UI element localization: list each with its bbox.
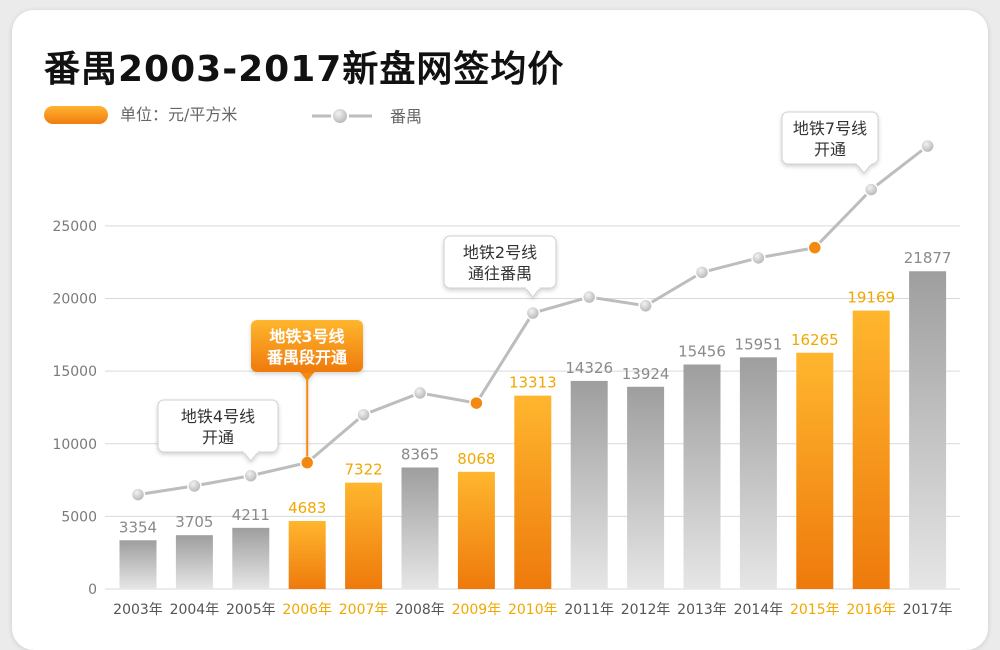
x-tick-label: 2013年: [677, 602, 727, 618]
annotation-box: [251, 320, 363, 372]
bar-value-label: 8365: [401, 446, 439, 464]
annotation-seam: [857, 162, 871, 165]
line-point: [863, 182, 879, 197]
annotation-text: 开通: [814, 140, 846, 159]
bar-value-label: 15951: [735, 335, 783, 353]
y-tick-label: 0: [88, 582, 97, 598]
x-tick-label: 2009年: [452, 602, 502, 618]
bar-value-label: 4211: [232, 506, 270, 524]
line-point: [694, 265, 710, 280]
y-tick-label: 25000: [52, 219, 97, 235]
bar-value-label: 16265: [791, 331, 839, 349]
line-point: [638, 298, 653, 314]
bar: [627, 386, 665, 589]
x-tick-label: 2008年: [395, 602, 445, 618]
bar-value-label: 14326: [565, 359, 613, 377]
annotation-text: 地铁2号线: [463, 243, 537, 262]
bar: [796, 352, 834, 589]
x-tick-label: 2012年: [621, 602, 671, 618]
legend-bar-swatch: [44, 106, 108, 124]
annotation-tail: [299, 371, 316, 381]
annotation-text: 地铁7号线: [793, 119, 867, 138]
annotation-text: 地铁4号线: [181, 407, 255, 426]
line-point: [469, 395, 484, 411]
x-tick-label: 2005年: [226, 602, 276, 618]
line-point: [807, 240, 823, 255]
bar-value-label: 3354: [119, 518, 157, 536]
line-point: [525, 305, 541, 321]
annotation-seam: [525, 286, 540, 289]
x-tick-label: 2015年: [790, 602, 840, 618]
legend-unit-label: 单位：元/平方米: [120, 105, 238, 124]
annotation-text: 通往番禺: [468, 264, 532, 283]
line-point: [751, 250, 766, 266]
line-point: [412, 385, 428, 401]
x-tick-label: 2004年: [170, 602, 220, 618]
bar: [570, 380, 608, 589]
x-tick-label: 2016年: [846, 602, 896, 618]
bar: [909, 271, 947, 589]
annotation-seam: [243, 450, 258, 453]
bar: [683, 364, 721, 589]
bar-value-label: 7322: [345, 461, 383, 479]
x-tick-label: 2007年: [339, 602, 389, 618]
bar-value-label: 15456: [678, 343, 726, 361]
x-tick-label: 2010年: [508, 602, 558, 618]
annotation-seam: [300, 370, 315, 373]
x-tick-label: 2017年: [903, 602, 953, 618]
bar-value-label: 3705: [175, 513, 213, 531]
line-point: [130, 487, 146, 502]
x-tick-label: 2003年: [113, 602, 163, 618]
legend-line-symbol: [312, 107, 372, 125]
annotation-box: [443, 235, 557, 289]
annotation-text: 番禺段开通: [266, 348, 347, 367]
chart-title: 番禺2003-2017新盘网签均价: [44, 49, 565, 90]
y-tick-label: 15000: [52, 364, 97, 380]
y-tick-label: 5000: [61, 509, 97, 525]
line-point: [581, 289, 597, 305]
bar: [852, 310, 890, 589]
bar-value-label: 4683: [288, 499, 326, 517]
bar-value-label: 13313: [509, 374, 557, 392]
bar-value-label: 21877: [904, 249, 952, 267]
bar: [457, 471, 495, 589]
bar-value-label: 13924: [622, 365, 670, 383]
bar-value-label: 19169: [847, 289, 895, 307]
y-tick-label: 20000: [52, 292, 97, 308]
bar: [345, 482, 383, 589]
legend-line-label: 番禺: [390, 107, 422, 126]
bar: [514, 395, 552, 589]
annotation-text: 地铁3号线: [269, 327, 344, 346]
line-point: [920, 138, 935, 154]
bar: [401, 467, 439, 589]
x-tick-label: 2014年: [734, 602, 784, 618]
bar: [288, 520, 326, 589]
x-tick-label: 2011年: [564, 602, 614, 618]
line-point: [243, 468, 259, 483]
line-point: [187, 478, 202, 494]
annotation-text: 开通: [202, 428, 234, 447]
bar-value-label: 8068: [457, 450, 495, 468]
bar: [119, 540, 157, 589]
line-point: [356, 407, 371, 422]
x-tick-label: 2006年: [282, 602, 332, 618]
bar: [232, 527, 270, 589]
line-point: [299, 455, 315, 470]
annotation-box: [157, 399, 279, 453]
annotation-box: [781, 111, 879, 165]
bar: [175, 535, 213, 589]
bar: [739, 357, 777, 589]
y-tick-label: 10000: [52, 437, 97, 453]
